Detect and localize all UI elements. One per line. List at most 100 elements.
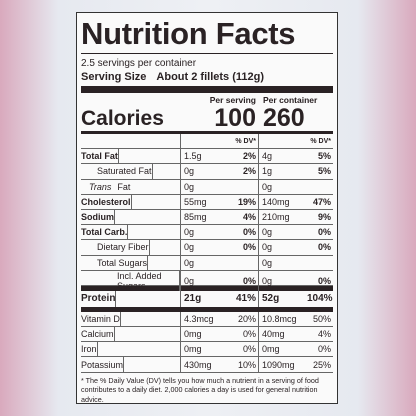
calories-label: Calories	[81, 107, 164, 130]
nutrient-row: Dietary Fiber 0g 0% 0g 0%	[81, 240, 333, 256]
container-dv: 4%	[317, 329, 331, 340]
nutrient-row: Total Carb. 0g 0% 0g 0%	[81, 225, 333, 241]
container-amount: 0g	[262, 227, 273, 238]
servings: 2.5 servings per container	[81, 58, 197, 69]
serving-dv	[229, 255, 259, 270]
nutrient-name-text: Total Carb.	[81, 225, 129, 240]
container-dv: 0%	[317, 227, 331, 238]
serving-dv	[229, 179, 259, 194]
serving-size: Serving Size About 2 fillets (112g)	[81, 70, 333, 84]
serving-amount: 21g	[184, 293, 202, 305]
container-dv: 5%	[317, 166, 331, 177]
rule	[81, 131, 333, 134]
container-amount: 0g	[262, 242, 273, 253]
serving-amount: 0mg	[184, 329, 202, 340]
container-amount: 40mg	[262, 329, 285, 340]
serving-dv: 2%	[229, 149, 259, 164]
nutrient-row: Iron 0mg 0% 0mg 0%	[81, 342, 333, 358]
container-dv: 9%	[317, 212, 331, 223]
calories-serving: 100	[214, 104, 256, 132]
nutrient-name-text: Incl. Added Sugars	[99, 270, 180, 291]
container-amount: 0g	[262, 275, 273, 286]
nutrient-row: Potassium 430mg 10% 1090mg 25%	[81, 357, 333, 373]
nutrient-row: Incl. Added Sugars 0g 0% 0g 0%	[81, 270, 333, 291]
container-amount: 1g	[262, 166, 273, 177]
serving-amount: 4.3mcg	[184, 313, 214, 324]
serving-dv: 4%	[229, 209, 259, 225]
dv-header: % DV*	[229, 134, 259, 149]
calories: Per serving Per container Calories 100 2…	[81, 95, 333, 131]
nutrient-row: Cholesterol 55mg 19% 140mg 47%	[81, 194, 333, 210]
nutrient-name-text: Potassium	[81, 357, 125, 372]
container-amount: 4g	[262, 151, 273, 162]
serving-amount: 0g	[184, 227, 195, 238]
per-container-header: Per container	[263, 95, 318, 105]
nutrient-row: Sodium 85mg 4% 210mg 9%	[81, 209, 333, 226]
nutrient-name: Total Carb.	[81, 225, 181, 240]
container-dv: 50%	[312, 313, 331, 324]
nutrient-row: Trans Fat 0g 0g	[81, 179, 333, 195]
container-dv: 25%	[312, 359, 331, 370]
container-dv: 104%	[307, 293, 333, 305]
nutrient-row: Saturated Fat 0g 2% 1g 5%	[81, 164, 333, 180]
blank	[81, 134, 181, 149]
nutrient-table: Total Fat 1.5g 2% 4g 5% Saturated Fat 0g 2% 1g 5%…	[81, 149, 333, 373]
nutrient-name-text: Sodium	[81, 209, 115, 225]
serving-amount: 1.5g	[184, 151, 202, 162]
container-dv: 47%	[312, 196, 331, 207]
serving-amount: 85mg	[184, 212, 207, 223]
nutrient-name: Cholesterol	[81, 194, 181, 209]
serving-dv: 20%	[229, 311, 259, 327]
nutrient-name: Dietary Fiber	[81, 240, 181, 255]
serving-dv: 0%	[229, 225, 259, 240]
nutrient-row: Protein 21g 41% 52g 104%	[81, 285, 333, 312]
nutrient-row: Calcium 0mg 0% 40mg 4%	[81, 327, 333, 343]
nutrient-name: Saturated Fat	[81, 164, 181, 179]
rule	[81, 53, 333, 54]
serving-amount: 0g	[184, 257, 195, 268]
serving-dv: 0%	[229, 270, 259, 291]
nutrient-name-text: Dietary Fiber	[89, 240, 150, 255]
container-amount: 0g	[262, 181, 273, 192]
container-dv: 0%	[317, 242, 331, 253]
container-dv: 0%	[317, 344, 331, 355]
footnote: * The % Daily Value (DV) tells you how m…	[81, 375, 319, 404]
container-amount: 10.8mcg	[262, 313, 297, 324]
thick-rule	[81, 86, 333, 93]
nutrient-name: Calcium	[81, 327, 181, 342]
container-amount: 1090mg	[262, 359, 295, 370]
nutrient-row: Total Fat 1.5g 2% 4g 5%	[81, 149, 333, 165]
serving-dv: 2%	[229, 164, 259, 179]
nutrient-row: Total Sugars 0g 0g	[81, 255, 333, 271]
serving-amount: 0g	[184, 181, 195, 192]
nutrient-name: Incl. Added Sugars	[81, 270, 181, 291]
nutrient-row: Vitamin D 4.3mcg 20% 10.8mcg 50%	[81, 311, 333, 328]
container-dv: 0%	[317, 275, 331, 286]
container-amount: 210mg	[262, 212, 290, 223]
nutrient-name-text: Vitamin D	[81, 311, 121, 327]
nutrient-name-text: Protein	[81, 290, 117, 307]
container-amount: 140mg	[262, 196, 290, 207]
nutrient-name-text: Iron	[81, 342, 98, 357]
per-serving-header: Per serving	[209, 95, 256, 105]
container-dv: 5%	[317, 151, 331, 162]
nutrient-name: Vitamin D	[81, 311, 181, 327]
nutrient-name: Trans Fat	[81, 179, 181, 194]
dv-header-row: % DV* % DV*	[81, 134, 333, 150]
nutrient-name: Protein	[81, 290, 181, 307]
serving-amount: 55mg	[184, 196, 207, 207]
nutrient-name-italic: Trans	[89, 181, 112, 192]
nutrient-name-text: Cholesterol	[81, 194, 132, 209]
nutrient-name: Total Sugars	[81, 255, 181, 270]
nutrient-name-text: Saturated Fat	[89, 164, 153, 179]
serving-dv: 0%	[229, 342, 259, 357]
nutrient-name: Total Fat	[81, 149, 181, 164]
nutrient-name-text: Total Fat	[81, 149, 119, 164]
nutrition-label: Nutrition Facts 2.5 servings per contain…	[76, 12, 338, 404]
nutrient-name: Sodium	[81, 209, 181, 225]
serving-amount: 0g	[184, 242, 195, 253]
nutrient-name-text: Total Sugars	[89, 255, 149, 270]
serving-size-label: Serving Size	[81, 71, 147, 83]
serving-dv: 19%	[229, 194, 259, 209]
